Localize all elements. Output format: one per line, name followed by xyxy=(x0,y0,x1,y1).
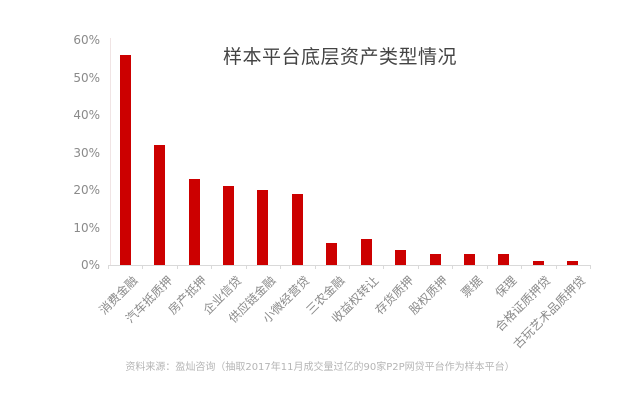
bar xyxy=(188,178,200,265)
bar xyxy=(119,55,131,265)
x-tick xyxy=(417,265,419,269)
bar xyxy=(223,186,234,265)
x-tick xyxy=(555,265,557,269)
x-tick xyxy=(452,265,454,269)
x-tick xyxy=(245,265,247,269)
x-tick xyxy=(280,265,282,269)
bar xyxy=(567,261,579,265)
y-tick-label: 40% xyxy=(73,108,100,122)
bar xyxy=(326,242,338,265)
x-tick xyxy=(521,265,523,269)
bar xyxy=(429,253,441,265)
bar xyxy=(532,261,544,265)
source-note: 资料来源：盈灿咨询（抽取2017年11月成交量过亿的90家P2P网贷平台作为样本… xyxy=(125,362,515,373)
x-tick xyxy=(383,265,385,269)
bar xyxy=(360,238,372,265)
bar xyxy=(257,190,269,265)
x-tick xyxy=(142,265,144,269)
x-tick xyxy=(590,265,592,269)
y-tick-label: 30% xyxy=(73,145,100,160)
x-tick xyxy=(486,265,488,269)
bar xyxy=(154,145,166,265)
y-tick-label: 20% xyxy=(73,183,100,197)
bar xyxy=(291,193,303,265)
y-axis-line xyxy=(110,38,111,265)
x-tick-label: 票据 xyxy=(457,273,485,301)
x-tick xyxy=(349,265,350,269)
bar xyxy=(498,253,510,265)
chart-title: 样本平台底层资产类型情况 xyxy=(222,46,457,68)
y-tick-label: 60% xyxy=(73,33,100,47)
bar xyxy=(395,250,407,265)
x-tick xyxy=(314,265,316,269)
x-tick xyxy=(176,265,178,269)
x-tick xyxy=(108,265,109,269)
y-tick-label: 10% xyxy=(73,220,100,235)
x-tick xyxy=(211,265,213,269)
y-tick-label: 0% xyxy=(80,258,100,272)
y-tick-label: 50% xyxy=(73,70,100,85)
bar xyxy=(464,253,475,265)
